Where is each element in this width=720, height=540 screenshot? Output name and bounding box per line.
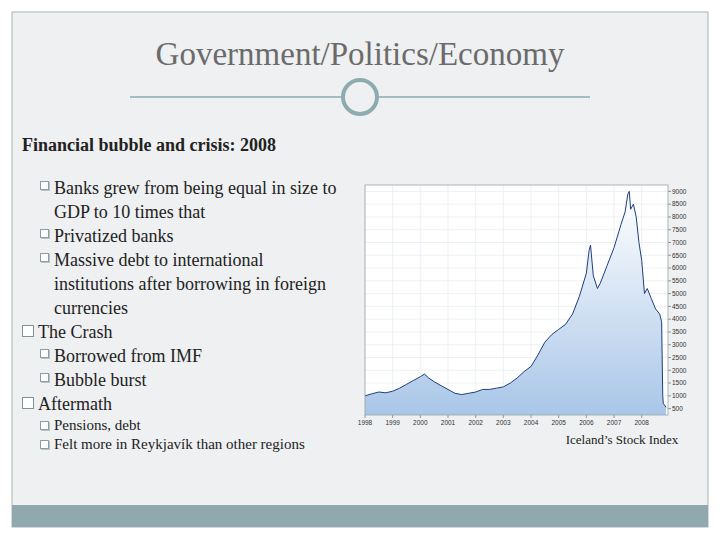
section-bullet [22,325,34,337]
y-tick [668,280,671,281]
y-tick-label: 7500 [672,226,687,233]
y-tick [668,268,671,269]
y-tick-label: 5500 [672,277,687,284]
y-tick-label: 2500 [672,354,687,361]
section-heading: The Crash [38,320,338,344]
x-tick-label: 2004 [524,419,539,426]
bullet-item: Felt more in Reykjavík than other region… [54,435,344,454]
area-fill [365,191,666,415]
y-tick [668,191,671,192]
x-tick [531,415,532,418]
grid-line [365,204,668,205]
y-tick [668,344,671,345]
y-tick-label: 1500 [672,379,687,386]
y-tick [668,216,671,217]
y-tick [668,255,671,256]
x-tick [641,415,642,418]
x-tick-label: 1998 [358,419,373,426]
x-tick [614,415,615,418]
grid-line [365,191,668,192]
bullet-icon [40,349,49,358]
y-tick-label: 3500 [672,328,687,335]
y-tick-label: 9000 [672,188,687,195]
y-tick-label: 2000 [672,367,687,374]
footer-bar [12,505,708,527]
y-tick [668,242,671,243]
grid-line [503,185,504,415]
y-tick-label: 6000 [672,264,687,271]
x-tick [365,415,366,418]
x-tick [503,415,504,418]
y-tick-label: 1000 [672,392,687,399]
x-tick-label: 2002 [468,419,483,426]
y-tick [668,306,671,307]
index-line [365,191,666,407]
slide-title: Government/Politics/Economy [0,36,720,73]
x-tick-label: 2005 [551,419,566,426]
intro-heading: Financial bubble and crisis: 2008 [22,134,342,156]
x-tick [558,415,559,418]
slide-frame [12,12,708,527]
y-tick [668,331,671,332]
y-tick-label: 8000 [672,213,687,220]
bullet-icon [40,229,49,238]
x-tick-label: 2008 [634,419,649,426]
y-tick-label: 3000 [672,341,687,348]
x-tick [586,415,587,418]
bullet-icon [40,373,49,382]
x-tick [475,415,476,418]
bullet-item: Massive debt to international institutio… [54,248,344,320]
y-tick [668,229,671,230]
plot-background [365,185,668,415]
plot-marks [365,191,666,415]
bullet-item: Privatized banks [54,224,344,248]
y-tick-label: 8500 [672,200,687,207]
bullet-item: Borrowed from IMF [54,344,344,368]
grid-line [448,185,449,415]
x-tick-label: 1999 [385,419,400,426]
bullet-icon [40,421,49,430]
y-tick [668,383,671,384]
y-tick-label: 4000 [672,315,687,322]
y-tick [668,319,671,320]
bullet-icon [40,440,49,449]
y-tick-label: 6500 [672,252,687,259]
x-tick [420,415,421,418]
bullet-item: Banks grew from being equal in size to G… [54,176,344,224]
grid-line [365,216,668,217]
chart-caption: Iceland’s Stock Index [566,432,679,447]
plot-frame [365,185,668,415]
y-tick [668,357,671,358]
grid-line [392,185,393,415]
y-tick-label: 500 [672,405,683,412]
title-circle [343,80,377,114]
bullet-icon [40,181,49,190]
y-tick-label: 5000 [672,290,687,297]
x-tick-label: 2006 [579,419,594,426]
section-heading: Aftermath [38,392,338,416]
x-tick-label: 2001 [441,419,456,426]
grid-line [475,185,476,415]
x-tick-label: 2000 [413,419,428,426]
x-tick-label: 2007 [607,419,622,426]
bullet-item: Pensions, debt [54,416,344,435]
y-tick-label: 7000 [672,239,687,246]
section-bullet [22,397,34,409]
y-tick [668,395,671,396]
y-tick [668,408,671,409]
x-tick-label: 2003 [496,419,511,426]
x-tick [448,415,449,418]
y-tick [668,293,671,294]
y-tick-label: 4500 [672,303,687,310]
bullet-icon [40,253,49,262]
bullet-item: Bubble burst [54,368,344,392]
x-tick [392,415,393,418]
y-tick [668,370,671,371]
y-tick [668,204,671,205]
slide: 500 1000 1500 2000 2500 3000 3500 4000 4500 5000 5… [0,0,720,540]
